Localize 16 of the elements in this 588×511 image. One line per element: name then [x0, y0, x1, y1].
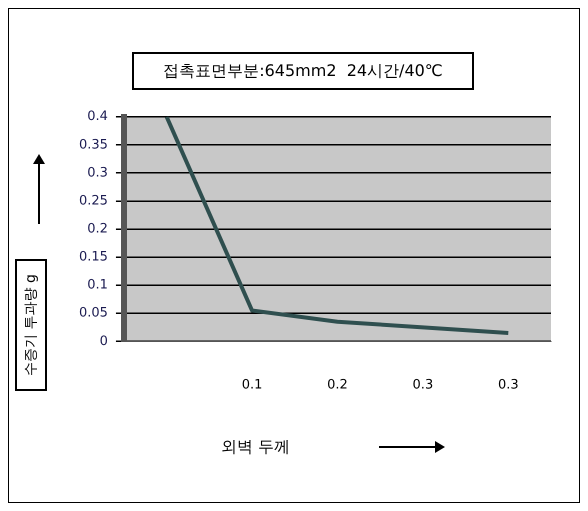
- y-tick-label: 0.4: [87, 109, 108, 124]
- chart-title: 접촉표면부분:645mm2 24시간/40℃: [132, 52, 474, 90]
- y-tick-label: 0.35: [78, 137, 108, 152]
- y-axis-title: 수증기 투과량 g: [22, 274, 40, 376]
- y-tick-label: 0.3: [87, 165, 108, 180]
- x-tick-label: 0.3: [498, 378, 519, 393]
- y-tick-label: 0: [100, 334, 108, 349]
- x-tick-label: 0.3: [412, 378, 434, 393]
- x-axis-title: 외벽 두께: [221, 437, 290, 458]
- x-tick-label: 0.1: [242, 378, 262, 393]
- x-tick-label: 0.2: [327, 378, 348, 393]
- y-tick-label: 0.2: [87, 221, 108, 236]
- y-tick-label: 0.1: [87, 278, 108, 293]
- y-tick-label: 0.25: [78, 193, 108, 208]
- y-tick-label: 0.15: [78, 250, 108, 265]
- y-tick-label: 0.05: [78, 306, 108, 321]
